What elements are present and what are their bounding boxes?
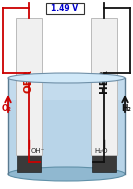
Bar	[8, 78, 125, 174]
Bar	[17, 152, 41, 172]
Bar	[91, 18, 117, 155]
Bar	[8, 78, 125, 100]
Text: OH⁻: OH⁻	[31, 148, 45, 154]
Bar	[46, 3, 84, 14]
Text: O₂: O₂	[2, 104, 12, 113]
Text: HER: HER	[99, 70, 109, 93]
Bar	[92, 152, 116, 172]
Ellipse shape	[8, 73, 125, 83]
Text: 1.49 V: 1.49 V	[51, 4, 79, 13]
Text: H₂O: H₂O	[94, 148, 107, 154]
Text: OER: OER	[24, 70, 34, 93]
Bar	[16, 18, 42, 155]
Ellipse shape	[8, 167, 125, 181]
Text: H₂: H₂	[121, 104, 131, 113]
